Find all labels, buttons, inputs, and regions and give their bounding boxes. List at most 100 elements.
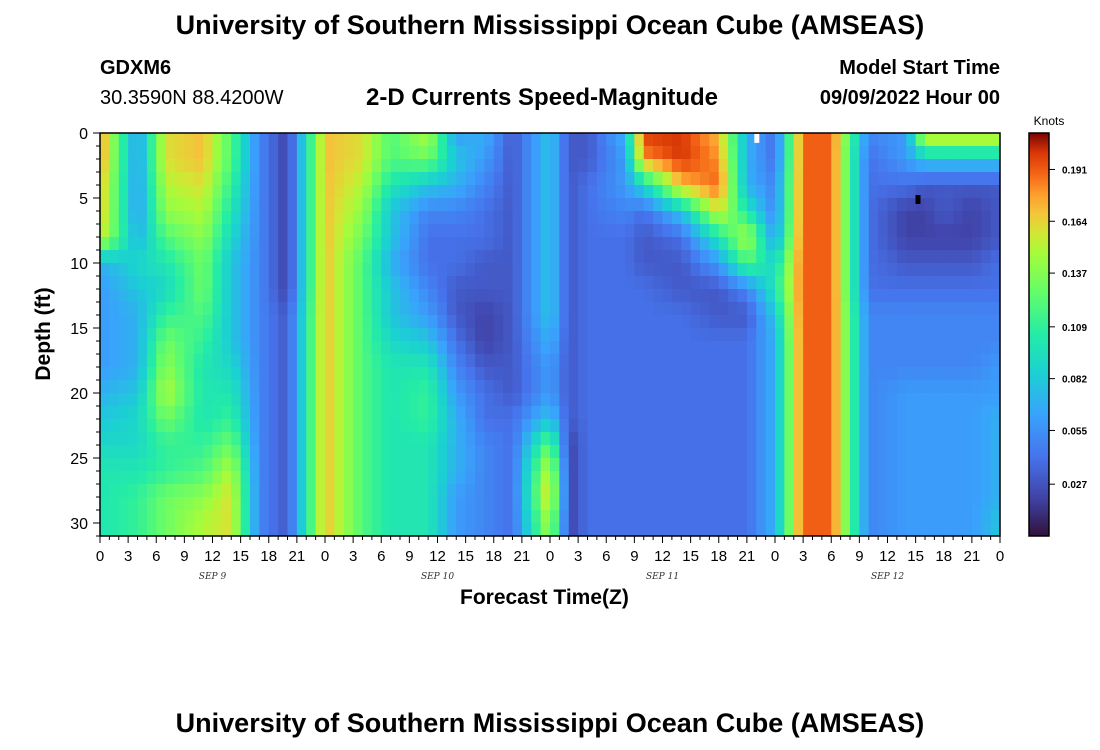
heatmap-cell bbox=[990, 250, 1000, 264]
heatmap-cell bbox=[512, 172, 523, 186]
heatmap-cell bbox=[850, 133, 860, 147]
heatmap-cell bbox=[146, 432, 157, 446]
heatmap-cell bbox=[821, 354, 832, 368]
heatmap-cell bbox=[400, 406, 410, 420]
heatmap-cell bbox=[915, 458, 926, 472]
heatmap-cell bbox=[156, 224, 167, 238]
heatmap-cell bbox=[728, 523, 739, 536]
heatmap-cell bbox=[250, 484, 260, 498]
heatmap-cell bbox=[531, 302, 542, 316]
heatmap-cell bbox=[559, 224, 570, 238]
heatmap-cell bbox=[568, 523, 579, 536]
heatmap-cell bbox=[128, 224, 139, 238]
heatmap-cell bbox=[850, 250, 860, 264]
heatmap-cell bbox=[400, 445, 410, 459]
heatmap-cell bbox=[746, 458, 757, 472]
heatmap-cell bbox=[915, 406, 926, 420]
heatmap-cell bbox=[306, 276, 317, 290]
x-tick-label: 12 bbox=[204, 548, 221, 565]
heatmap-cell bbox=[465, 159, 476, 173]
heatmap-cell bbox=[784, 250, 795, 264]
heatmap-cell bbox=[615, 510, 626, 524]
heatmap-cell bbox=[437, 224, 448, 238]
heatmap-cell bbox=[325, 224, 335, 238]
heatmap-cell bbox=[128, 432, 139, 446]
heatmap-cell bbox=[325, 432, 335, 446]
heatmap-cell bbox=[437, 289, 448, 303]
heatmap-cell bbox=[512, 406, 523, 420]
heatmap-cell bbox=[643, 523, 654, 536]
heatmap-cell bbox=[240, 406, 251, 420]
heatmap-cell bbox=[559, 276, 570, 290]
heatmap-cell bbox=[156, 172, 167, 186]
heatmap-cell bbox=[437, 159, 448, 173]
heatmap-cell bbox=[456, 146, 467, 160]
heatmap-cell bbox=[475, 510, 485, 524]
heatmap-cell bbox=[343, 523, 354, 536]
heatmap-cell bbox=[812, 458, 823, 472]
heatmap-cell bbox=[306, 133, 317, 147]
heatmap-cell bbox=[278, 341, 289, 355]
heatmap-cell bbox=[718, 276, 729, 290]
heatmap-cell bbox=[671, 133, 682, 147]
heatmap-cell bbox=[587, 172, 598, 186]
heatmap-cell bbox=[296, 432, 307, 446]
heatmap-cell bbox=[934, 250, 945, 264]
heatmap-cell bbox=[550, 289, 560, 303]
heatmap-cell bbox=[690, 133, 701, 147]
heatmap-cell bbox=[175, 367, 185, 381]
heatmap-cell bbox=[465, 354, 476, 368]
heatmap-cell bbox=[746, 224, 757, 238]
heatmap-cell bbox=[559, 510, 570, 524]
heatmap-cell bbox=[353, 432, 364, 446]
heatmap-cell bbox=[137, 328, 148, 342]
heatmap-cell bbox=[437, 445, 448, 459]
x-day-label: SEP 9 bbox=[199, 572, 227, 582]
heatmap-cell bbox=[587, 393, 598, 407]
heatmap-cell bbox=[746, 445, 757, 459]
heatmap-cell bbox=[681, 263, 692, 277]
heatmap-cell bbox=[409, 380, 420, 394]
heatmap-cell bbox=[484, 419, 495, 433]
heatmap-cell bbox=[503, 458, 514, 472]
heatmap-cell bbox=[531, 198, 542, 212]
heatmap-cell bbox=[737, 198, 748, 212]
heatmap-cell bbox=[118, 198, 129, 212]
heatmap-cell bbox=[728, 497, 739, 511]
heatmap-cell bbox=[418, 406, 429, 420]
heatmap-cell bbox=[971, 523, 982, 536]
heatmap-cell bbox=[268, 419, 279, 433]
heatmap-cell bbox=[765, 211, 776, 225]
heatmap-cell bbox=[859, 432, 870, 446]
heatmap-cell bbox=[643, 224, 654, 238]
heatmap-cell bbox=[156, 393, 167, 407]
heatmap-cell bbox=[306, 250, 317, 264]
heatmap-cell bbox=[615, 198, 626, 212]
heatmap-cell bbox=[821, 419, 832, 433]
heatmap-cell bbox=[493, 523, 504, 536]
heatmap-cell bbox=[212, 406, 223, 420]
heatmap-cell bbox=[184, 497, 195, 511]
heatmap-cell bbox=[456, 237, 467, 251]
heatmap-cell bbox=[634, 510, 645, 524]
heatmap-cell bbox=[306, 393, 317, 407]
heatmap-cell bbox=[831, 315, 842, 329]
heatmap-cell bbox=[484, 315, 495, 329]
heatmap-cell bbox=[418, 289, 429, 303]
heatmap-cell bbox=[493, 380, 504, 394]
heatmap-cell bbox=[184, 289, 195, 303]
heatmap-cell bbox=[184, 211, 195, 225]
heatmap-cell bbox=[146, 289, 157, 303]
heatmap-cell bbox=[578, 471, 589, 485]
heatmap-cell bbox=[418, 432, 429, 446]
heatmap-cell bbox=[306, 471, 317, 485]
heatmap-cell bbox=[137, 354, 148, 368]
heatmap-cell bbox=[671, 328, 682, 342]
heatmap-cell bbox=[896, 497, 907, 511]
heatmap-cell bbox=[521, 315, 532, 329]
heatmap-cell bbox=[671, 471, 682, 485]
heatmap-cell bbox=[118, 354, 129, 368]
heatmap-cell bbox=[943, 224, 954, 238]
heatmap-cell bbox=[493, 133, 504, 147]
heatmap-cell bbox=[146, 380, 157, 394]
